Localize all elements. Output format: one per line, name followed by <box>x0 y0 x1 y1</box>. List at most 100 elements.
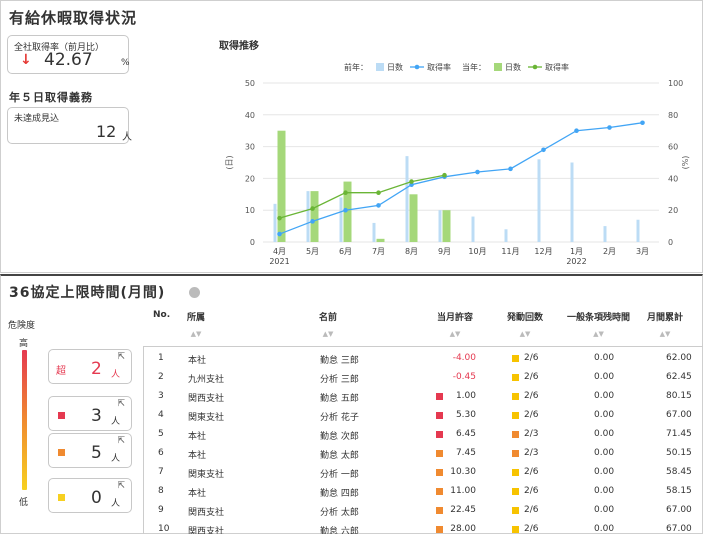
x-tick-label: 6月 <box>339 247 352 256</box>
risk-count-unit: 人 <box>111 417 121 427</box>
unmet-unit: 人 <box>122 132 132 143</box>
count-level-marker <box>512 355 519 362</box>
bar-curr <box>343 181 352 242</box>
risk-count-unit: 人 <box>111 499 121 509</box>
table-row[interactable]: 9 関西支社 分析 太郎 2/6 0.00 67.00 22.45 <box>144 501 703 520</box>
col-total[interactable]: 月間累計 ▲▼ <box>647 313 684 338</box>
risk-count: 0 <box>91 488 102 508</box>
table-row[interactable]: 10 関西支社 勤怠 六郎 2/6 0.00 67.00 28.00 <box>144 520 703 534</box>
chart-title: 取得推移 <box>219 41 259 52</box>
y-right-tick: 40 <box>668 174 678 183</box>
info-icon[interactable] <box>189 287 200 298</box>
allow-level-marker <box>436 450 443 457</box>
count-level-marker <box>512 431 519 438</box>
col-dept[interactable]: 所属 ▲▼ <box>187 313 206 338</box>
risk-chip: 超 <box>56 366 66 377</box>
pointer-icon: ⇱ <box>117 352 125 362</box>
rate-point <box>442 172 447 178</box>
unmet-card[interactable]: 未達成見込 12 人 <box>7 107 132 144</box>
row-total: 80.15 <box>666 391 692 401</box>
row-no: 3 <box>158 391 164 401</box>
row-count: 2/6 <box>524 410 539 420</box>
bar-prev <box>339 197 343 242</box>
row-no: 2 <box>158 372 164 382</box>
risk-count: 5 <box>91 443 102 463</box>
x-tick-label: 8月 <box>405 247 418 256</box>
risk-high-label: 高 <box>19 339 29 349</box>
bar-prev <box>636 219 640 242</box>
row-no: 9 <box>158 505 164 515</box>
row-name: 勤怠 三郎 <box>320 356 359 366</box>
risk-card[interactable]: ⇱ 超 2 人 <box>48 349 132 384</box>
bar-curr <box>376 238 385 242</box>
col-allow[interactable]: 当月許容 ▲▼ <box>437 313 474 338</box>
col-count[interactable]: 発動回数 ▲▼ <box>507 313 544 338</box>
y-left-tick: 20 <box>245 174 255 183</box>
table-row[interactable]: 4 関東支社 分析 花子 2/6 0.00 67.00 5.30 <box>144 406 703 425</box>
legend-prev-rate: 取得率 <box>427 62 451 72</box>
pointer-icon: ⇱ <box>117 481 125 491</box>
table-row[interactable]: 8 本社 勤怠 四郎 2/6 0.00 58.15 11.00 <box>144 482 703 501</box>
row-count: 2/6 <box>524 353 539 363</box>
company-rate-value: 42.67 <box>44 50 93 70</box>
rate-point <box>475 169 480 175</box>
table-row[interactable]: 6 本社 勤怠 太郎 2/3 0.00 50.15 7.45 <box>144 444 703 463</box>
table-header: No. 所属 ▲▼ 名前 ▲▼ 当月許容 ▲▼ 発動回数 ▲▼ 一般条項残時間 ▲▼ 月間… <box>143 310 703 338</box>
risk-card[interactable]: ⇱ 0 人 <box>48 478 132 513</box>
bar-curr <box>277 130 286 242</box>
table-row[interactable]: 3 関西支社 勤怠 五郎 2/6 0.00 80.15 1.00 <box>144 387 703 406</box>
x-tick-label: 4月 <box>273 247 286 256</box>
x-tick-label: 9月 <box>438 247 451 256</box>
row-allow: -0.45 <box>452 372 476 382</box>
count-level-marker <box>512 488 519 495</box>
bar-prev <box>273 203 277 242</box>
row-total: 62.00 <box>666 353 692 363</box>
rate-point <box>310 206 315 211</box>
rate-point <box>508 166 513 172</box>
row-remain: 0.00 <box>594 372 615 382</box>
row-dept: 本社 <box>188 432 207 442</box>
row-allow: 6.45 <box>455 429 476 439</box>
bar-prev <box>504 229 508 242</box>
table-row[interactable]: 5 本社 勤怠 次郎 2/3 0.00 71.45 6.45 <box>144 425 703 444</box>
down-arrow-icon: ↓ <box>20 52 32 68</box>
rate-point <box>376 203 381 208</box>
bar-prev <box>438 210 442 242</box>
count-level-marker <box>512 450 519 457</box>
risk-count: 3 <box>91 406 102 426</box>
table-row[interactable]: 2 九州支社 分析 三郎 2/6 0.00 62.45 -0.45 <box>144 368 703 387</box>
rate-line-prev <box>279 122 643 235</box>
col-name[interactable]: 名前 ▲▼ <box>319 313 338 338</box>
rate-point <box>343 190 348 196</box>
rate-line-curr <box>279 174 445 219</box>
row-dept: 関東支社 <box>188 470 225 480</box>
x-tick-label: 11月 <box>501 247 519 256</box>
allow-level-marker <box>436 488 443 495</box>
row-remain: 0.00 <box>594 391 615 401</box>
y-right-tick: 60 <box>668 143 678 152</box>
row-remain: 0.00 <box>594 353 615 363</box>
risk-card[interactable]: ⇱ 3 人 <box>48 396 132 431</box>
bar-curr <box>442 210 451 242</box>
x-year-label: 2021 <box>269 257 289 266</box>
row-count: 2/6 <box>524 467 539 477</box>
risk-card[interactable]: ⇱ 5 人 <box>48 433 132 468</box>
table-row[interactable]: 7 関東支社 分析 一郎 2/6 0.00 58.45 10.30 <box>144 463 703 482</box>
col-no[interactable]: No. <box>153 310 171 320</box>
company-rate-card[interactable]: 全社取得率（前月比） ↓ 42.67 % <box>7 35 130 74</box>
row-dept: 九州支社 <box>188 375 225 385</box>
legend-prev-label: 前年： <box>344 62 368 72</box>
row-total: 67.00 <box>666 410 692 420</box>
x-year-label: 2022 <box>566 257 586 266</box>
col-remain[interactable]: 一般条項残時間 ▲▼ <box>567 313 631 338</box>
row-total: 62.45 <box>666 372 692 382</box>
y-left-label: (日) <box>225 155 234 169</box>
row-name: 勤怠 四郎 <box>320 489 359 499</box>
overtime-table: 1 本社 勤怠 三郎 2/6 0.00 62.00 -4.00 2 九州支社 分析 三郎 2/6 0.… <box>143 346 703 534</box>
risk-low-label: 低 <box>19 498 29 508</box>
legend-prev-days-swatch <box>376 63 384 71</box>
table-row[interactable]: 1 本社 勤怠 三郎 2/6 0.00 62.00 -4.00 <box>144 349 703 368</box>
row-allow: 5.30 <box>455 410 476 420</box>
legend-prev-days: 日数 <box>387 62 403 72</box>
row-dept: 本社 <box>188 356 207 366</box>
